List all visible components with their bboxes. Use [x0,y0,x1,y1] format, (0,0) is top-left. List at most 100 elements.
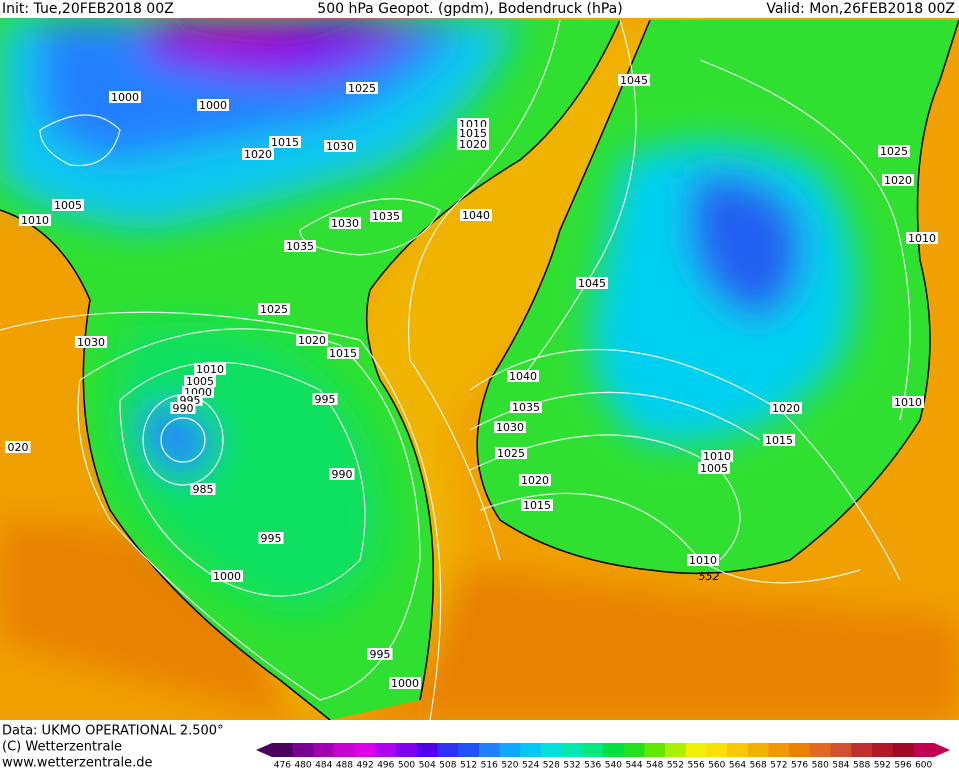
isobar-value: 1035 [372,210,400,223]
colorbar-tick-label: 536 [584,761,601,771]
isobar-value: 995 [261,532,282,545]
isobar-label: 1010 [906,232,938,245]
isobar-value: 1010 [21,214,49,227]
colorbar-tick-label: 508 [439,761,456,771]
isobar-label: 1035 [284,240,316,253]
label-background [521,499,553,511]
label-background [258,532,284,544]
label-background [269,136,301,148]
isobar-label: 1020 [457,138,489,151]
isobar-value: 1020 [884,174,912,187]
label-background [618,74,650,86]
isobar-value: 1010 [689,554,717,567]
label-background [687,554,719,566]
isobar-label: 1000 [211,570,243,583]
colorbar-swatch [437,743,459,757]
label-background [519,474,551,486]
isobar-label: 1045 [618,74,650,87]
colorbar-tick-label: 568 [750,761,767,771]
isobar-label: 1010 [687,554,719,567]
colorbar-swatch [892,743,914,757]
isobar-label: 1020 [519,474,551,487]
isobar-value: 1030 [77,336,105,349]
colorbar-swatch [603,743,625,757]
isobar-label: 1000 [389,677,421,690]
label-background [284,240,316,252]
colorbar-swatch [354,743,376,757]
isobar-value: 1015 [765,434,793,447]
colorbar-swatch [830,743,852,757]
colorbar-swatch [478,743,501,757]
isobar-label: 1040 [507,370,539,383]
isobar-label: 1015 [269,136,301,149]
isobar-label: 1015 [457,127,489,140]
isobar-label: 1015 [763,434,795,447]
isobar-label: 1020 [770,402,802,415]
isobar-label: 1030 [324,140,356,153]
isobar-label: 1020 [296,334,328,347]
isobar-value: 1010 [894,396,922,409]
label-background [770,402,802,414]
data-source: Data: UKMO OPERATIONAL 2.500° [2,724,224,739]
isobar-label: 995 [258,532,284,545]
colorbar-arrow-right [934,743,950,757]
label-background [197,99,229,111]
colorbar-tick-label: 516 [481,761,498,771]
isobar-label: 1010 [194,363,226,376]
isobar-label: 985 [190,483,216,496]
colorbar-swatch [520,743,542,757]
label-background [701,450,733,462]
isobar-label: 1025 [258,303,290,316]
isobar-value: 1000 [213,570,241,583]
label-background [324,140,356,152]
isobar-label: 1030 [494,421,526,434]
isobar-label: 990 [329,468,355,481]
isobar-value: 990 [332,468,353,481]
colorbar-arrow-left [256,743,272,757]
isobar-label: 1015 [521,499,553,512]
label-background [389,677,421,689]
isobar-label: 552 [699,570,720,583]
isobar-value: 1030 [326,140,354,153]
isobar-value: 1010 [703,450,731,463]
label-background [763,434,795,446]
isobar-label: 1030 [329,217,361,230]
colorbar-tick-label: 540 [605,761,622,771]
colorbar-swatch [768,743,790,757]
isobar-label: 1010 [701,450,733,463]
label-background [495,447,527,459]
label-background [698,462,730,474]
colorbar-tick-label: 488 [336,761,353,771]
label-background [327,347,359,359]
isobar-value: 1000 [199,99,227,112]
isobar-value: 1040 [462,209,490,222]
colorbar-tick-label: 496 [377,761,394,771]
label-background [211,570,243,582]
isobar-label: 1005 [698,462,730,475]
isobar-label: 1025 [878,145,910,158]
label-background [258,303,290,315]
label-background [510,401,542,413]
init-time: Init: Tue,20FEB2018 00Z [2,1,174,17]
colorbar-swatch [396,743,418,757]
colorbar-tick-label: 552 [667,761,684,771]
label-background [457,138,489,150]
label-background [882,174,914,186]
colorbar-swatch [416,743,438,757]
colorbar-tick-label: 480 [294,761,311,771]
colorbar-tick-label: 492 [357,761,374,771]
colorbar-tick-label: 560 [708,761,725,771]
colorbar-tick-label: 588 [853,761,870,771]
isobar-label: 1015 [327,347,359,360]
copyright: (C) Wetterzentrale [2,740,122,755]
colorbar-swatch [375,743,397,757]
map-field [0,18,959,720]
label-background [878,145,910,157]
isobar-value: 1005 [700,462,728,475]
colorbar-swatch [561,743,583,757]
isobar-label: 1035 [510,401,542,414]
label-background [370,210,402,222]
label-background [312,393,338,405]
isobar-value: 1045 [620,74,648,87]
